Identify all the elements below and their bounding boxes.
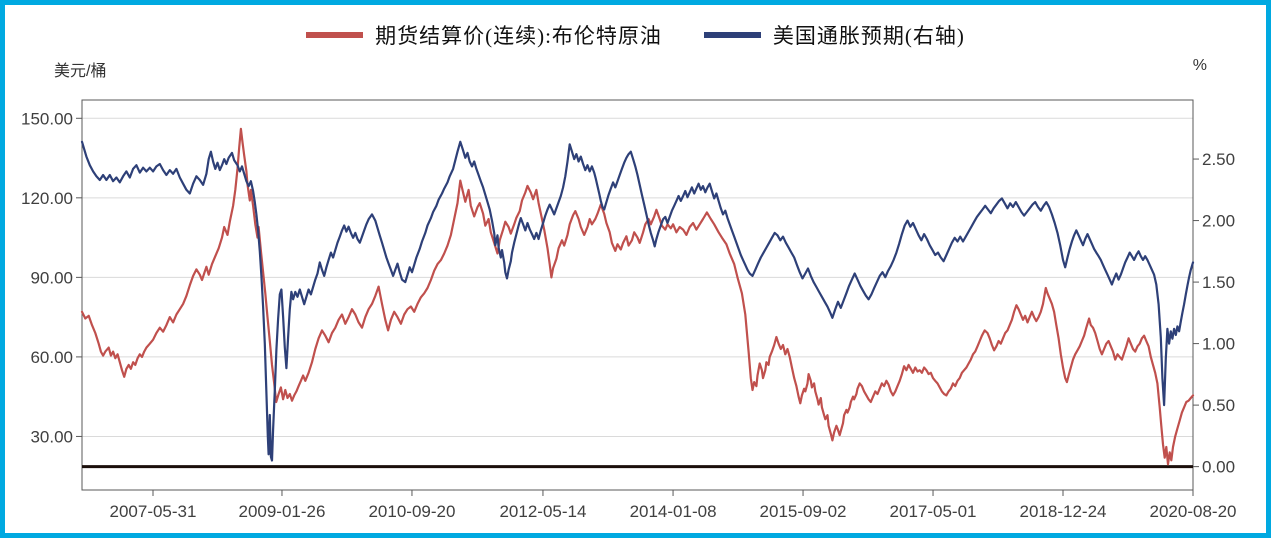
inflation-series-line xyxy=(80,140,1195,462)
right-axis-unit-label: % xyxy=(1192,57,1207,74)
brent-series-line xyxy=(80,127,1195,466)
right-axis-tick-label: 2.00 xyxy=(1202,212,1235,231)
legend-item-brent: 期货结算价(连续):布伦特原油 xyxy=(306,20,662,50)
inflation-line-swatch-icon xyxy=(703,32,761,38)
right-axis-tick-label: 1.00 xyxy=(1202,335,1235,354)
left-axis-tick-label: 120.00 xyxy=(21,189,73,208)
right-axis-tick-label: 0.50 xyxy=(1202,396,1235,415)
x-axis-tick-label: 2020-08-20 xyxy=(1150,502,1237,521)
legend-item-inflation: 美国通胀预期(右轴) xyxy=(703,20,965,50)
left-axis-tick-label: 150.00 xyxy=(21,109,73,128)
x-axis-tick-label: 2007-05-31 xyxy=(110,502,197,521)
left-axis-tick-label: 30.00 xyxy=(30,427,73,446)
inflation-legend-label: 美国通胀预期(右轴) xyxy=(772,24,965,48)
left-axis-tick-label: 60.00 xyxy=(30,348,73,367)
x-axis-tick-label: 2018-12-24 xyxy=(1020,502,1107,521)
x-axis-tick-label: 2015-09-02 xyxy=(760,502,847,521)
legend: 期货结算价(连续):布伦特原油 美国通胀预期(右轴) xyxy=(0,20,1271,50)
brent-legend-label: 期货结算价(连续):布伦特原油 xyxy=(375,24,662,48)
right-axis-tick-label: 0.00 xyxy=(1202,458,1235,477)
right-axis-tick-label: 2.50 xyxy=(1202,150,1235,169)
brent-line-swatch-icon xyxy=(306,32,364,38)
x-axis-tick-label: 2010-09-20 xyxy=(368,502,455,521)
x-axis-tick-label: 2014-01-08 xyxy=(630,502,717,521)
right-axis-tick-label: 1.50 xyxy=(1202,273,1235,292)
x-axis-tick-label: 2012-05-14 xyxy=(499,502,586,521)
plot-border xyxy=(81,99,1194,491)
x-axis-tick-label: 2009-01-26 xyxy=(238,502,325,521)
x-axis-tick-label: 2017-05-01 xyxy=(890,502,977,521)
left-axis-tick-label: 90.00 xyxy=(30,268,73,287)
left-axis-unit-label: 美元/桶 xyxy=(54,63,107,80)
